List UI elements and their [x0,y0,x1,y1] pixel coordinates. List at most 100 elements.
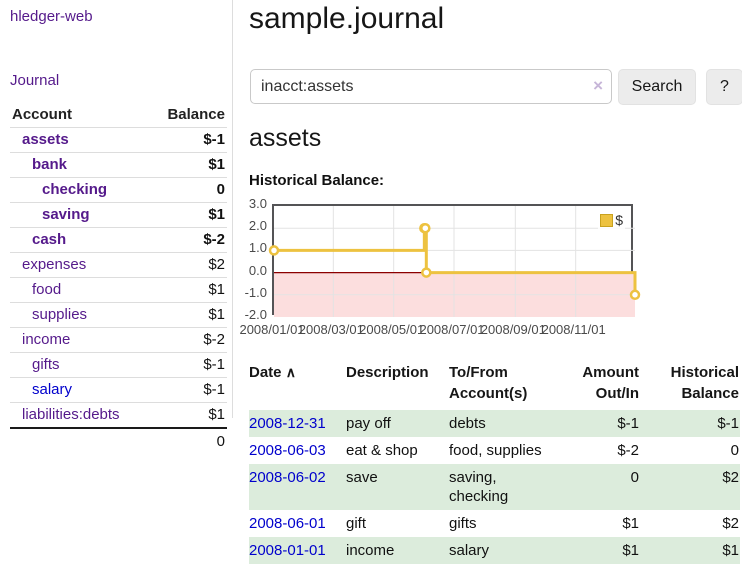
account-row: saving $1 [10,202,227,228]
account-balance: $-1 [203,356,225,373]
account-row: salary $-1 [10,377,227,403]
account-balance: 0 [216,181,225,198]
transaction-date-link[interactable]: 2008-06-02 [249,469,326,486]
account-link[interactable]: supplies [32,306,88,323]
account-heading: assets [249,124,322,152]
account-link[interactable]: cash [32,231,67,248]
chart-heading: Historical Balance: [249,172,385,189]
transaction-date-link[interactable]: 2008-06-03 [249,442,326,459]
x-tick-label: 2008/07/01 [419,322,485,337]
transaction-accounts: salary [449,542,490,559]
y-tick-label: -1.0 [244,284,267,300]
help-button[interactable]: ? [706,69,742,105]
transaction-row: 2008-06-01 gift gifts $1 $2 [249,510,740,537]
account-link[interactable]: checking [42,181,108,198]
accounts-table-header: Account Balance [10,104,227,128]
account-row: expenses $2 [10,252,227,278]
x-tick-label: 2008/09/01 [480,322,546,337]
transaction-row: 2008-01-01 income salary $1 $1 [249,537,740,564]
account-link[interactable]: salary [32,381,73,398]
y-tick-label: 0.0 [248,262,267,278]
account-link[interactable]: bank [32,156,68,173]
account-balance: $2 [208,256,225,273]
account-row: gifts $-1 [10,352,227,378]
transaction-description: gift [346,515,367,532]
transaction-date-link[interactable]: 2008-12-31 [249,415,326,432]
main-content: sample.journal × Search ? assets Histori… [239,0,742,582]
data-point-marker [421,267,432,278]
account-balance: $-2 [203,331,225,348]
account-balance: $1 [208,206,225,223]
x-tick-label: 2008/01/01 [239,322,305,337]
legend-swatch-icon [600,213,614,227]
accounts-total-row: 0 [10,428,227,455]
transaction-balance: $2 [722,515,739,532]
account-row: liabilities:debts $1 [10,402,227,429]
chart-plot-area: $ [268,204,641,317]
x-tick-label: 2008/03/01 [298,322,364,337]
transaction-balance: $-1 [717,415,739,432]
search-button[interactable]: Search [618,69,696,105]
page-title: sample.journal [249,2,445,35]
x-tick-label: 2008/05/01 [359,322,425,337]
transaction-balance: $1 [722,542,739,559]
transaction-description: pay off [346,415,391,432]
account-link[interactable]: assets [22,131,69,148]
account-link[interactable]: food [32,281,62,298]
transaction-date-link[interactable]: 2008-06-01 [249,515,326,532]
x-tick-label: 2008/11/01 [541,322,606,337]
data-point-marker [268,245,280,256]
transaction-description: income [346,542,395,559]
account-balance: $1 [208,156,225,173]
y-tick-label: 1.0 [248,240,267,256]
accounts-total-value: 0 [216,433,225,450]
account-balance: $1 [208,306,225,323]
y-tick-label: 3.0 [248,196,267,211]
account-balance: $1 [208,281,225,298]
accounts-col-header: To/From Account(s) [449,364,528,402]
transaction-row: 2008-06-02 save saving, checking 0 $2 [249,464,740,510]
transaction-date-link[interactable]: 2008-01-01 [249,542,326,559]
sort-ascending-icon: ∧ [285,364,296,380]
app-brand-link[interactable]: hledger-web [10,8,93,25]
historical-balance-chart: $ 3.0 2.0 1.0 0.0 -1.0 -2.0 2008/01/01 2008/03/… [239,196,742,346]
account-link[interactable]: income [22,331,71,348]
transaction-balance: $2 [722,469,739,486]
transaction-balance: 0 [730,442,739,459]
sidebar-divider [232,0,233,418]
transaction-row: 2008-12-31 pay off debts $-1 $-1 [249,410,740,437]
account-row: supplies $1 [10,302,227,328]
date-col-header[interactable]: Date ∧ [249,364,296,381]
account-row: cash $-2 [10,227,227,253]
transaction-amount: $-1 [617,415,639,432]
balance-col-header: Historical Balance [670,364,739,402]
account-row: income $-2 [10,327,227,353]
transaction-description: eat & shop [346,442,418,459]
account-link[interactable]: liabilities:debts [22,406,120,423]
accounts-table: Account Balance assets $-1 bank $1 checking 0… [10,104,227,455]
legend-label: $ [615,212,623,228]
transaction-accounts: gifts [449,515,477,532]
account-balance: $1 [208,406,225,423]
y-tick-label: 2.0 [248,218,267,234]
account-link[interactable]: expenses [22,256,87,273]
search-input[interactable] [250,69,612,104]
account-link[interactable]: gifts [32,356,60,373]
transaction-accounts: debts [449,415,486,432]
register-header-row: Date ∧ Description To/From Account(s) Am… [249,358,740,410]
account-row: food $1 [10,277,227,303]
balance-col-header: Balance [167,106,225,123]
clear-search-icon[interactable]: × [593,76,603,95]
data-point-marker [629,289,641,301]
chart-legend: $ [598,211,625,229]
account-row: assets $-1 [10,127,227,153]
sidebar-item-journal[interactable]: Journal [10,72,60,89]
amount-col-header: Amount Out/In [582,364,639,402]
accounts-col-header: Account [12,106,72,123]
transaction-amount: $1 [622,542,639,559]
transaction-amount: $1 [622,515,639,532]
account-balance: $-1 [203,381,225,398]
account-link[interactable]: saving [42,206,90,223]
account-balance: $-2 [203,231,225,248]
description-col-header: Description [346,364,429,381]
